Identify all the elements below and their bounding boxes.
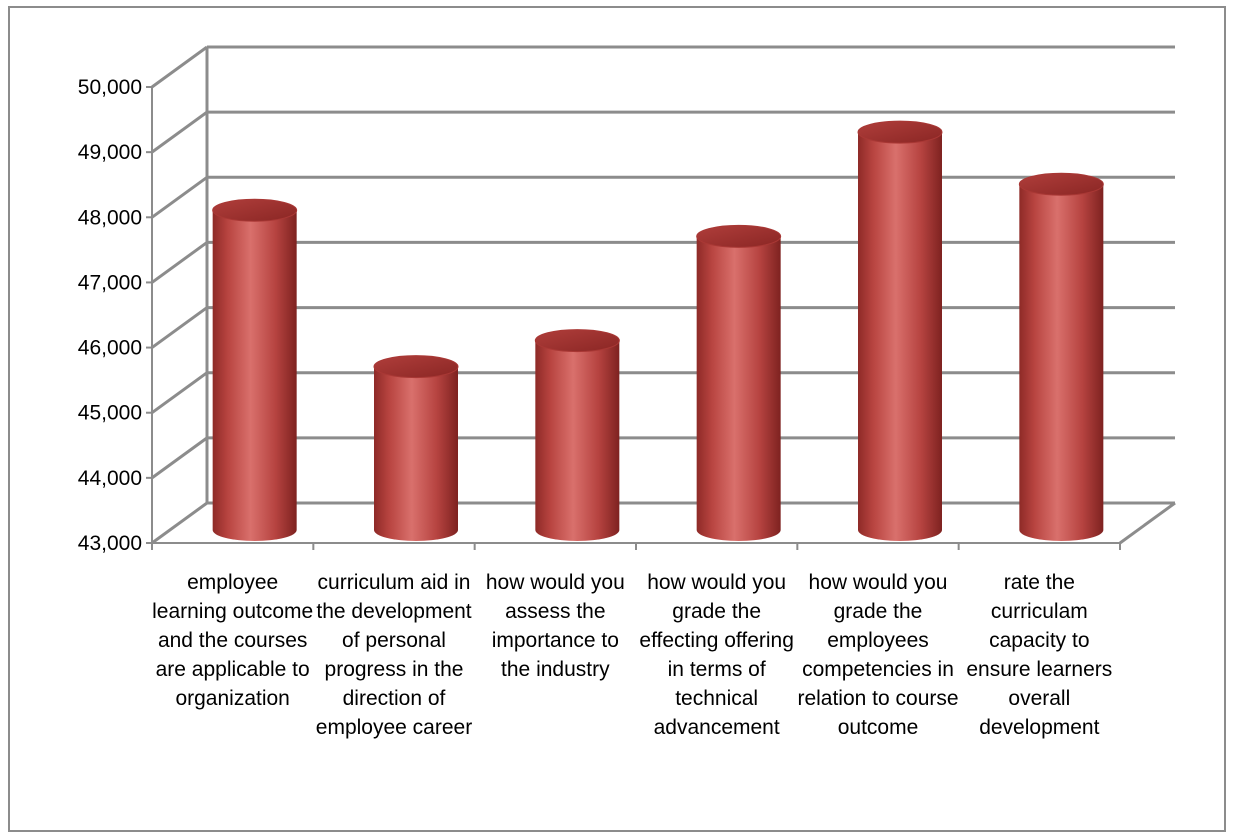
y-tick-label: 48,000: [78, 206, 142, 229]
bar: [857, 120, 943, 541]
x-tick-label: how would you assess the importance to t…: [485, 571, 625, 681]
gridlines: [151, 45, 1175, 545]
bar: [373, 355, 459, 541]
gridline: [151, 110, 1175, 154]
x-tick-label: curriculum aid in the development of per…: [315, 571, 473, 739]
gridline: [151, 175, 1175, 219]
y-tick-label: 47,000: [78, 271, 142, 294]
x-tick-label: rate the curriculam capacity to ensure l…: [966, 571, 1113, 739]
gridline: [151, 306, 1175, 349]
floor: [207, 501, 1176, 545]
bar: [212, 198, 298, 541]
axes: [146, 86, 1176, 550]
y-tick-label: 45,000: [78, 402, 142, 425]
bar: [534, 329, 620, 541]
bar: [696, 224, 782, 542]
gridline: [151, 240, 1175, 284]
gridline: [151, 45, 1175, 89]
gridline: [151, 371, 1175, 414]
y-tick-label: 46,000: [78, 337, 142, 360]
y-tick-label: 49,000: [78, 141, 142, 164]
bar: [1018, 172, 1104, 541]
gridline: [151, 501, 208, 545]
gridline: [151, 436, 1175, 480]
y-tick-label: 44,000: [78, 467, 142, 490]
y-tick-label: 43,000: [78, 532, 142, 555]
y-tick-labels: 43,000 44,000 45,000 46,000 47,000 48,000 49,0…: [78, 76, 142, 555]
x-tick-label: employee learning outcome and the course…: [152, 571, 314, 710]
x-tick-label: how would you grade the employees compet…: [797, 571, 959, 739]
bars: [212, 120, 1104, 542]
x-tick-label: how would you grade the effecting offeri…: [639, 571, 794, 739]
y-tick-label: 50,000: [78, 76, 142, 99]
